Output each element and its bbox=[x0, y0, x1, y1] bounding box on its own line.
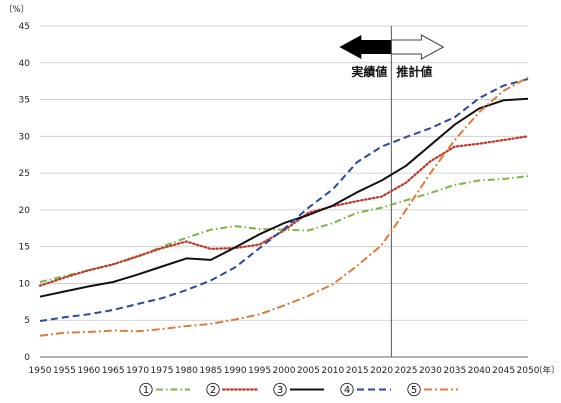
legend-marker bbox=[139, 382, 153, 397]
series-line bbox=[39, 78, 529, 322]
legend-label: 1 bbox=[143, 385, 149, 396]
x-tick-label: 1955 bbox=[53, 366, 76, 376]
series-line bbox=[38, 135, 530, 287]
legend-label: 5 bbox=[411, 385, 417, 396]
x-tick-label: 1985 bbox=[199, 366, 222, 376]
y-tick-label: 0 bbox=[24, 353, 30, 363]
series-line bbox=[39, 97, 529, 298]
x-tick-label: 1995 bbox=[248, 366, 271, 376]
legend-item: 2 bbox=[206, 382, 259, 397]
projection-divider: 実績値 推計値 bbox=[339, 26, 445, 357]
y-tick-label: 15 bbox=[19, 243, 30, 253]
x-tick-label: 2015 bbox=[346, 366, 369, 376]
y-tick-label: 45 bbox=[19, 22, 30, 32]
legend: 1 2 3 4 5 bbox=[139, 382, 458, 397]
projection-arrow-icon bbox=[390, 34, 445, 60]
legend-marker bbox=[273, 382, 287, 397]
series-4 bbox=[39, 78, 529, 322]
x-tick-label: 2000 bbox=[273, 366, 296, 376]
y-tick-label: 5 bbox=[24, 316, 30, 326]
legend-item: 1 bbox=[139, 382, 190, 397]
x-tick-label: 1970 bbox=[126, 366, 149, 376]
projection-label: 推計値 bbox=[396, 64, 432, 79]
legend-item: 3 bbox=[273, 382, 324, 397]
series-lines bbox=[38, 76, 530, 337]
x-tick-label: 1980 bbox=[175, 366, 198, 376]
x-tick-label: 2045 bbox=[492, 366, 515, 376]
y-tick-label: 40 bbox=[19, 59, 31, 69]
x-tick-label: 1965 bbox=[102, 366, 125, 376]
legend-item: 5 bbox=[407, 382, 458, 397]
legend-marker bbox=[340, 382, 354, 397]
x-tick-label: 2010 bbox=[321, 366, 344, 376]
y-tick-label: 35 bbox=[19, 96, 30, 106]
gridlines bbox=[40, 25, 528, 358]
x-tick-label: 2050 bbox=[517, 366, 540, 376]
y-tick-label: 10 bbox=[19, 279, 31, 289]
series-5 bbox=[39, 76, 529, 337]
x-tick-label: 2025 bbox=[395, 366, 418, 376]
legend-marker bbox=[407, 382, 421, 397]
y-tick-label: 25 bbox=[19, 169, 30, 179]
x-tick-label: 1950 bbox=[29, 366, 52, 376]
actual-label: 実績値 bbox=[351, 64, 387, 79]
series-2 bbox=[38, 135, 530, 287]
legend-marker bbox=[206, 382, 220, 397]
series-line bbox=[39, 76, 529, 337]
x-tick-label: 2005 bbox=[297, 366, 320, 376]
x-tick-label: 2030 bbox=[419, 366, 442, 376]
y-tick-label: 30 bbox=[19, 132, 31, 142]
y-axis-unit: 〔%〕 bbox=[4, 4, 29, 15]
x-tick-label: 2020 bbox=[370, 366, 393, 376]
actual-arrow-icon bbox=[339, 35, 392, 59]
x-axis-unit: 〔年〕 bbox=[534, 365, 560, 376]
legend-item: 4 bbox=[340, 382, 391, 397]
x-tick-label: 1960 bbox=[77, 366, 100, 376]
x-tick-label: 2040 bbox=[468, 366, 491, 376]
legend-label: 3 bbox=[277, 385, 283, 396]
x-tick-label: 1975 bbox=[151, 366, 174, 376]
series-3 bbox=[39, 97, 529, 298]
x-tick-label: 1990 bbox=[224, 366, 247, 376]
x-tick-label: 2035 bbox=[443, 366, 466, 376]
y-tick-label: 20 bbox=[19, 206, 31, 216]
legend-label: 4 bbox=[344, 385, 350, 396]
legend-label: 2 bbox=[210, 385, 216, 396]
